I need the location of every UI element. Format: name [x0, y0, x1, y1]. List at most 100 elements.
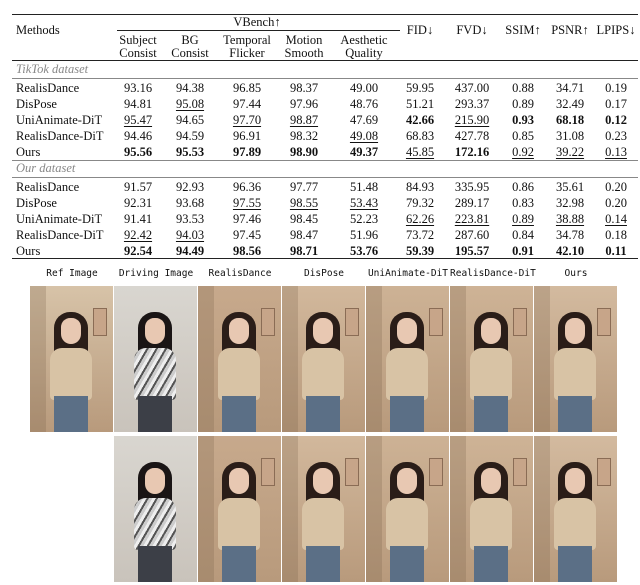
header-motion: Motion Smooth [284, 33, 324, 60]
metric-cell: 94.38 [175, 81, 205, 95]
qualitative-figure: Ref Image Driving Image RealisDance DisPose… [28, 268, 640, 585]
metric-cell: 195.57 [454, 244, 490, 258]
metric-cell: 95.56 [123, 145, 153, 159]
caption-realisdance: RealisDance [208, 268, 272, 279]
metric-cell: 437.00 [454, 81, 490, 95]
frame-ours-1 [534, 286, 617, 432]
metric-cell: 53.76 [349, 244, 379, 258]
metric-cell: 98.45 [289, 212, 319, 226]
header-lpips: LPIPS↓ [596, 23, 636, 37]
caption-driving-image: Driving Image [118, 268, 194, 279]
metric-cell: 51.96 [349, 228, 379, 242]
table-row: DisPose 92.31 93.68 97.55 98.55 53.43 79.32 289… [12, 195, 638, 211]
metric-cell: 32.98 [555, 196, 585, 210]
metric-cell: 335.95 [454, 180, 490, 194]
metric-cell: 97.44 [232, 97, 262, 111]
metric-cell: 45.85 [405, 145, 435, 159]
metric-cell: 96.85 [232, 81, 262, 95]
metric-cell: 68.18 [555, 113, 585, 127]
metric-cell: 0.18 [605, 228, 627, 242]
table-row: Ours 92.54 94.49 98.56 98.71 53.76 59.39 195.57… [12, 243, 638, 259]
frame-ref-image-1 [30, 286, 113, 432]
metric-cell: 215.90 [454, 113, 490, 127]
metric-cell: 0.13 [605, 145, 627, 159]
frame-realisdance-2 [198, 436, 281, 582]
frame-unianimate-dit-2 [366, 436, 449, 582]
vbench-underline [117, 30, 400, 31]
metric-cell: 97.46 [232, 212, 262, 226]
method-name: UniAnimate-DiT [16, 113, 103, 127]
table-row: Ours 95.56 95.53 97.89 98.90 49.37 45.85 172.16… [12, 144, 638, 160]
metric-cell: 0.23 [605, 129, 627, 143]
table-row: RealisDance 93.16 94.38 96.85 98.37 49.00 59.9… [12, 80, 638, 96]
metric-cell: 59.95 [405, 81, 435, 95]
method-name: DisPose [16, 196, 57, 210]
metric-cell: 223.81 [454, 212, 490, 226]
caption-ours: Ours [564, 268, 588, 279]
metric-cell: 91.57 [123, 180, 153, 194]
metric-cell: 0.84 [512, 228, 534, 242]
section-title: Our dataset [16, 161, 76, 175]
metric-cell: 0.93 [512, 113, 534, 127]
metric-cell: 94.49 [175, 244, 205, 258]
metric-cell: 98.87 [289, 113, 319, 127]
metric-cell: 52.23 [349, 212, 379, 226]
metric-cell: 49.00 [349, 81, 379, 95]
metric-cell: 95.53 [175, 145, 205, 159]
metric-cell: 94.03 [175, 228, 205, 242]
metric-cell: 0.91 [512, 244, 534, 258]
metric-cell: 31.08 [555, 129, 585, 143]
header-fid: FID↓ [406, 23, 434, 37]
table-row: RealisDance-DiT 92.42 94.03 97.45 98.47 51.96… [12, 227, 638, 243]
table-row: DisPose 94.81 95.08 97.44 97.96 48.76 51.21 293… [12, 96, 638, 112]
caption-unianimate-dit: UniAnimate-DiT [367, 268, 449, 279]
metric-cell: 94.59 [175, 129, 205, 143]
metric-cell: 0.20 [605, 196, 627, 210]
metric-cell: 0.85 [512, 129, 534, 143]
metric-cell: 98.90 [289, 145, 319, 159]
metric-cell: 79.32 [405, 196, 435, 210]
header-methods: Methods [16, 23, 60, 37]
metric-cell: 97.70 [232, 113, 262, 127]
metric-cell: 289.17 [454, 196, 490, 210]
caption-realisdance-dit: RealisDance-DiT [450, 268, 536, 279]
metric-cell: 97.89 [232, 145, 262, 159]
header-psnr: PSNR↑ [551, 23, 589, 37]
frame-realisdance-1 [198, 286, 281, 432]
metric-cell: 0.83 [512, 196, 534, 210]
metric-cell: 97.77 [289, 180, 319, 194]
table-row: RealisDance 91.57 92.93 96.36 97.77 51.48 84.9… [12, 179, 638, 195]
frame-dispose-2 [282, 436, 365, 582]
header-vbench: VBench↑ [233, 15, 281, 29]
header-temporal: Temporal Flicker [223, 33, 271, 60]
frame-driving-image-1 [114, 286, 197, 432]
metric-cell: 0.20 [605, 180, 627, 194]
method-name: RealisDance-DiT [16, 228, 104, 242]
header-subject: Subject Consist [119, 33, 157, 60]
metric-cell: 94.81 [123, 97, 153, 111]
section-title: TikTok dataset [16, 62, 89, 76]
method-name: Ours [16, 145, 41, 159]
method-name: DisPose [16, 97, 57, 111]
metric-cell: 73.72 [405, 228, 435, 242]
caption-dispose: DisPose [303, 268, 345, 279]
method-name: Ours [16, 244, 41, 258]
metric-cell: 49.08 [349, 129, 379, 143]
metric-cell: 62.26 [405, 212, 435, 226]
section-rule [12, 160, 638, 161]
table-bottom-rule [12, 258, 638, 259]
metric-cell: 42.10 [555, 244, 585, 258]
metric-cell: 93.16 [123, 81, 153, 95]
metric-cell: 93.53 [175, 212, 205, 226]
header-ssim: SSIM↑ [505, 23, 541, 37]
frame-driving-image-2 [114, 436, 197, 582]
metric-cell: 34.78 [555, 228, 585, 242]
table-row: RealisDance-DiT 94.46 94.59 96.91 98.32 49.08… [12, 128, 638, 144]
header-aesthetic: Aesthetic Quality [340, 33, 388, 60]
metric-cell: 34.71 [555, 81, 585, 95]
metric-cell: 0.92 [512, 145, 534, 159]
metric-cell: 92.54 [123, 244, 153, 258]
metric-cell: 0.86 [512, 180, 534, 194]
metric-cell: 287.60 [454, 228, 490, 242]
frame-dispose-1 [282, 286, 365, 432]
